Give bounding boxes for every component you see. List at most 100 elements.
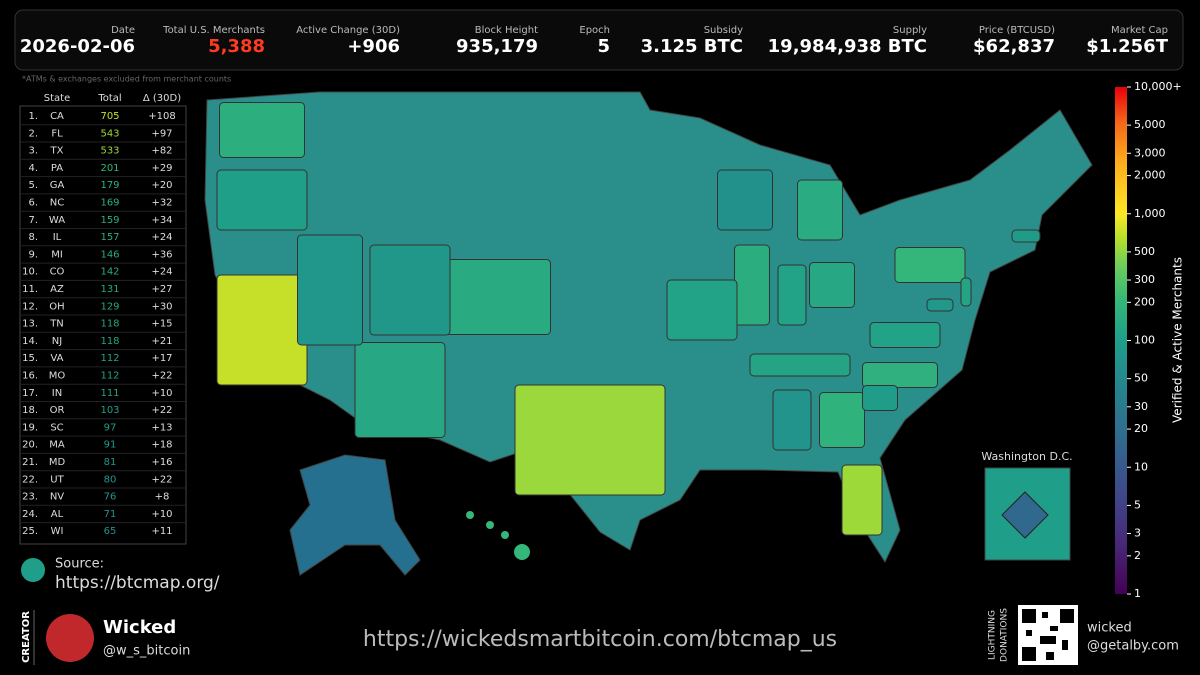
- state: MD: [49, 457, 66, 468]
- state: PA: [51, 163, 63, 174]
- change: +108: [148, 111, 175, 122]
- state-region: [819, 392, 865, 448]
- change: +36: [151, 249, 172, 260]
- rank: 20.: [22, 440, 38, 451]
- change: +17: [151, 353, 172, 364]
- change: +18: [151, 440, 172, 451]
- stats-bar: [14, 9, 1184, 71]
- state-region: [369, 244, 451, 336]
- total: 131: [100, 284, 119, 295]
- stat-value: 19,984,938 BTC: [768, 36, 927, 57]
- rank: 23.: [22, 492, 38, 503]
- change: +11: [151, 526, 172, 537]
- state: UT: [50, 474, 64, 485]
- column-header: Total: [97, 93, 121, 104]
- stat-label: Date: [111, 25, 135, 36]
- state-region: [777, 264, 807, 326]
- rank: 12.: [22, 301, 38, 312]
- change: +30: [151, 301, 172, 312]
- rank: 25.: [22, 526, 38, 537]
- change: +16: [151, 457, 172, 468]
- state-region: [666, 279, 738, 341]
- change: +34: [151, 215, 172, 226]
- change: +20: [151, 180, 172, 191]
- colorbar-tick-label: 30: [1134, 400, 1148, 413]
- stat-label: Market Cap: [1111, 25, 1168, 36]
- state: WI: [51, 526, 64, 537]
- donation-address: wicked: [1087, 621, 1132, 636]
- total: 142: [100, 267, 119, 278]
- colorbar-tick-label: 10: [1134, 460, 1148, 473]
- state-region: [219, 102, 305, 158]
- colorbar-tick-label: 300: [1134, 273, 1155, 286]
- state-region: [894, 247, 966, 283]
- rank: 3.: [28, 146, 38, 157]
- rank: 5.: [28, 180, 38, 191]
- state-region: [862, 385, 898, 411]
- state-region: [216, 274, 308, 386]
- rank: 14.: [22, 336, 38, 347]
- rank: 16.: [22, 371, 38, 382]
- note: *ATMs & exchanges excluded from merchant…: [22, 75, 231, 84]
- change: +8: [155, 492, 170, 503]
- rank: 1.: [28, 111, 38, 122]
- stat-value: 5,388: [208, 36, 265, 57]
- state: NJ: [52, 336, 62, 347]
- state-region: [749, 353, 851, 377]
- state-region: [216, 169, 308, 231]
- state: IN: [52, 388, 62, 399]
- change: +10: [151, 388, 172, 399]
- state-region: [354, 342, 446, 438]
- state: CO: [50, 267, 65, 278]
- donation-label: DONATIONS: [1000, 608, 1010, 662]
- rank: 7.: [28, 215, 38, 226]
- change: +32: [151, 198, 172, 209]
- state-region: [869, 322, 941, 348]
- state: VA: [50, 353, 63, 364]
- table-box: [19, 105, 187, 545]
- state-region: [809, 262, 855, 308]
- total: 81: [104, 457, 117, 468]
- rank: 2.: [28, 128, 38, 139]
- change: +29: [151, 163, 172, 174]
- state: WA: [49, 215, 65, 226]
- rank: 9.: [28, 249, 38, 260]
- rank: 18.: [22, 405, 38, 416]
- colorbar-tick-label: 2,000: [1134, 169, 1166, 182]
- total: 543: [100, 128, 119, 139]
- change: +22: [151, 405, 172, 416]
- change: +82: [151, 146, 172, 157]
- rank: 4.: [28, 163, 38, 174]
- colorbar-tick-label: 1: [1134, 587, 1141, 600]
- rank: 21.: [22, 457, 38, 468]
- rank: 11.: [22, 284, 38, 295]
- creator-handle[interactable]: @w_s_bitcoin: [103, 644, 190, 659]
- state: MO: [49, 371, 66, 382]
- total: 112: [100, 371, 119, 382]
- colorbar-tick-label: 3,000: [1134, 146, 1166, 159]
- footer-url[interactable]: https://wickedsmartbitcoin.com/btcmap_us: [363, 627, 837, 652]
- dc-shape: [1001, 491, 1049, 539]
- rank: 10.: [22, 267, 38, 278]
- creator-name: Wicked: [103, 617, 176, 638]
- state-region: [514, 384, 666, 496]
- state-region: [960, 277, 972, 307]
- donation-label: LIGHTNING: [988, 610, 998, 660]
- change: +13: [151, 422, 172, 433]
- state: AL: [51, 509, 64, 520]
- stat-label: Active Change (30D): [296, 25, 400, 36]
- state: MA: [49, 440, 65, 451]
- state: NV: [50, 492, 64, 503]
- colorbar-tick-label: 3: [1134, 527, 1141, 540]
- creator-label: CREATOR: [21, 611, 32, 663]
- source-url[interactable]: https://btcmap.org/: [55, 573, 220, 593]
- stat-label: Price (BTCUSD): [979, 25, 1055, 36]
- state: TX: [50, 146, 64, 157]
- state: OH: [49, 301, 64, 312]
- map: Washington D.C.: [204, 91, 1093, 576]
- stat-value: 935,179: [456, 36, 538, 57]
- change: +15: [151, 319, 172, 330]
- hawaii: [466, 511, 530, 560]
- colorbar-label: Verified & Active Merchants: [1171, 257, 1185, 423]
- state: MI: [51, 249, 63, 260]
